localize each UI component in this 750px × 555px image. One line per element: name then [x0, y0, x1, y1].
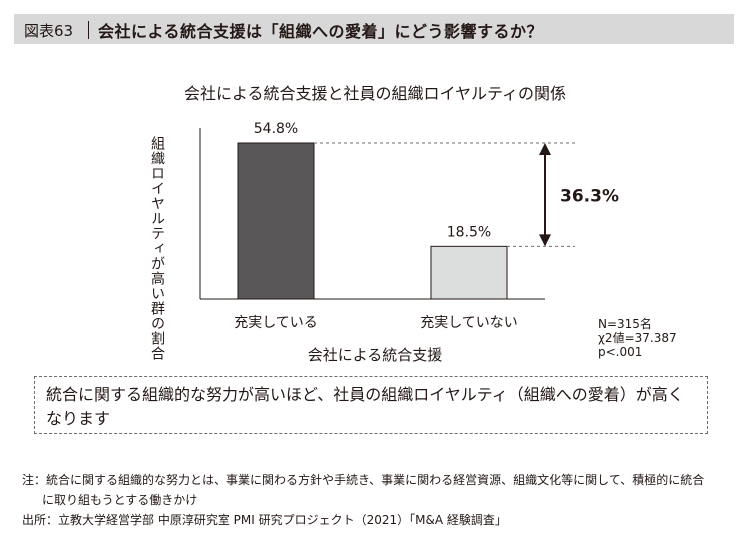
source-line: 出所：立教大学経営学部 中原淳研究室 PMI 研究プロジェクト（2021）「M&… [22, 513, 507, 527]
chart-title: 会社による統合支援と社員の組織ロイヤルティの関係 [183, 84, 567, 103]
note-line-1: 注：統合に関する組織的な努力とは、事業に関わる方針や手続き、事業に関わる経営資源… [22, 473, 705, 487]
x-tick-label: 充実している [234, 315, 318, 331]
bar-value-label: 18.5% [447, 224, 491, 240]
stats-block: N=315名 χ2値=37.387 p<.001 [598, 317, 677, 359]
x-tick-label: 充実していない [420, 315, 518, 331]
stat-n: N=315名 [598, 317, 652, 331]
bar [430, 245, 508, 300]
header-bar [14, 14, 734, 44]
bar-value-label: 54.8% [254, 121, 298, 137]
footnote: 注：統合に関する組織的な努力とは、事業に関わる方針や手続き、事業に関わる経営資源… [22, 470, 734, 530]
x-axis-label: 会社による統合支援 [307, 346, 443, 364]
figure-title: 会社による統合支援は「組織への愛着」にどう影響するか？ [98, 22, 544, 41]
bar [237, 142, 315, 300]
y-axis-label: 組織ロイヤルティが高い群の割合 [149, 136, 165, 361]
difference-arrow-head-bottom [539, 234, 551, 247]
note-line-2: に取り組もうとする働きかけ [42, 493, 198, 507]
difference-arrow-head-top [539, 143, 551, 155]
header-divider [88, 21, 89, 39]
summary-box [34, 376, 708, 434]
summary-text: 統合に関する組織的な努力が高いほど、社員の組織ロイヤルティ（組織への愛着）が高く… [46, 385, 684, 428]
stat-chi2: χ2値=37.387 [598, 331, 677, 345]
difference-label: 36.3% [560, 187, 619, 207]
stat-p: p<.001 [598, 345, 643, 359]
figure-label: 図表63 [24, 22, 74, 40]
